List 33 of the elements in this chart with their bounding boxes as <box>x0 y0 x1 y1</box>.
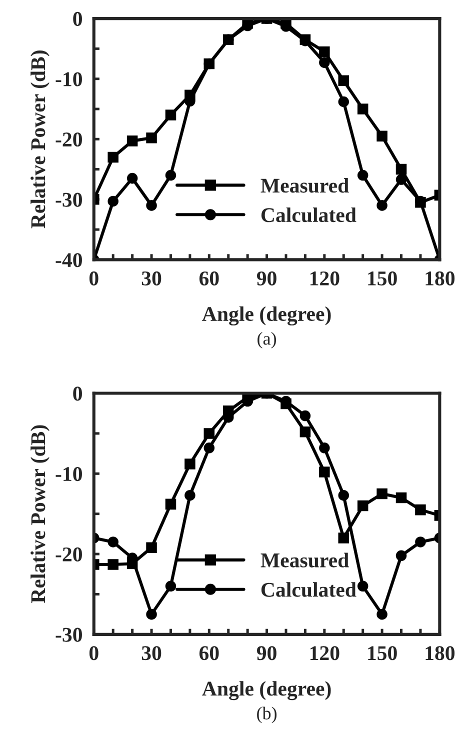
x-tick-label: 90 <box>256 646 276 660</box>
x-axis-title: Angle (degree) <box>202 306 331 326</box>
x-tick-label: 30 <box>142 271 162 286</box>
x-tick-label: 120 <box>310 271 340 286</box>
x-tick-label: 90 <box>256 271 276 286</box>
x-tick-label: 150 <box>368 646 397 660</box>
x-tick-label: 60 <box>199 271 219 286</box>
text: (b) <box>257 706 277 724</box>
y-tick-label: -20 <box>56 547 82 562</box>
x-tick-label: 150 <box>368 271 397 286</box>
y-axis-title: Relative Power (dB) <box>30 425 50 603</box>
legend-label: Measured <box>260 178 349 193</box>
x-tick-label: 0 <box>89 646 98 660</box>
y-tick-label: -20 <box>56 132 82 147</box>
y-tick-label: -10 <box>56 72 82 86</box>
x-axis-title: Angle (degree) <box>202 681 331 700</box>
y-tick-label: -40 <box>56 253 82 268</box>
y-tick-label: -30 <box>56 628 82 642</box>
x-tick-label: 120 <box>310 646 340 660</box>
legend-label: Calculated <box>261 207 356 222</box>
x-tick-label: 180 <box>426 646 455 660</box>
legend-label: Calculated <box>261 582 356 597</box>
y-tick-label: -30 <box>56 192 82 207</box>
y-tick-label: -10 <box>56 467 82 482</box>
x-tick-label: 60 <box>199 646 219 660</box>
y-axis-title: Relative Power (dB) <box>30 50 50 228</box>
legend-label: Measured <box>260 552 349 568</box>
x-tick-label: 180 <box>426 271 455 286</box>
x-tick-label: 30 <box>142 646 162 660</box>
text: (a) <box>258 332 276 348</box>
x-tick-label: 0 <box>89 271 98 286</box>
y-tick-label: 0 <box>73 386 82 401</box>
y-tick-label: 0 <box>73 12 82 26</box>
